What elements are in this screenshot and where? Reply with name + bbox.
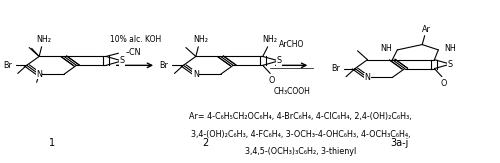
Text: Ar: Ar bbox=[422, 25, 430, 34]
Text: N: N bbox=[193, 70, 199, 79]
Text: NH₂: NH₂ bbox=[262, 35, 278, 44]
Text: NH: NH bbox=[380, 44, 392, 53]
Text: 3,4-(OH)₂C₆H₃, 4-FC₆H₄, 3-OCH₃-4-OHC₆H₃, 4-OCH₃C₆H₄,: 3,4-(OH)₂C₆H₃, 4-FC₆H₄, 3-OCH₃-4-OHC₆H₃,… bbox=[190, 130, 410, 139]
Text: S: S bbox=[120, 56, 124, 65]
Text: ArCHO: ArCHO bbox=[279, 40, 304, 49]
Text: S: S bbox=[448, 60, 453, 69]
Text: N: N bbox=[364, 73, 370, 82]
Text: Br: Br bbox=[3, 61, 12, 70]
Text: NH₂: NH₂ bbox=[194, 35, 208, 44]
Text: O: O bbox=[440, 79, 446, 88]
Text: CH₃COOH: CH₃COOH bbox=[274, 87, 310, 96]
Text: 10% alc. KOH: 10% alc. KOH bbox=[110, 35, 161, 44]
Text: 3a-j: 3a-j bbox=[390, 138, 409, 148]
Text: NH₂: NH₂ bbox=[36, 35, 52, 44]
Text: N: N bbox=[36, 70, 42, 79]
Text: 1: 1 bbox=[48, 138, 54, 148]
Text: 3,4,5-(OCH₃)₃C₆H₂, 3-thienyl: 3,4,5-(OCH₃)₃C₆H₂, 3-thienyl bbox=[244, 147, 356, 156]
Text: 2: 2 bbox=[202, 138, 209, 148]
Text: Br: Br bbox=[160, 61, 168, 70]
Text: S: S bbox=[276, 56, 281, 65]
Text: NH: NH bbox=[444, 44, 456, 53]
Text: O: O bbox=[268, 76, 275, 85]
Text: Br: Br bbox=[331, 64, 340, 73]
Text: –CN: –CN bbox=[126, 48, 142, 57]
Text: Ar= 4-C₆H₅CH₂OC₆H₄, 4-BrC₆H₄, 4-ClC₆H₄, 2,4-(OH)₂C₆H₃,: Ar= 4-C₆H₅CH₂OC₆H₄, 4-BrC₆H₄, 4-ClC₆H₄, … bbox=[189, 112, 412, 121]
